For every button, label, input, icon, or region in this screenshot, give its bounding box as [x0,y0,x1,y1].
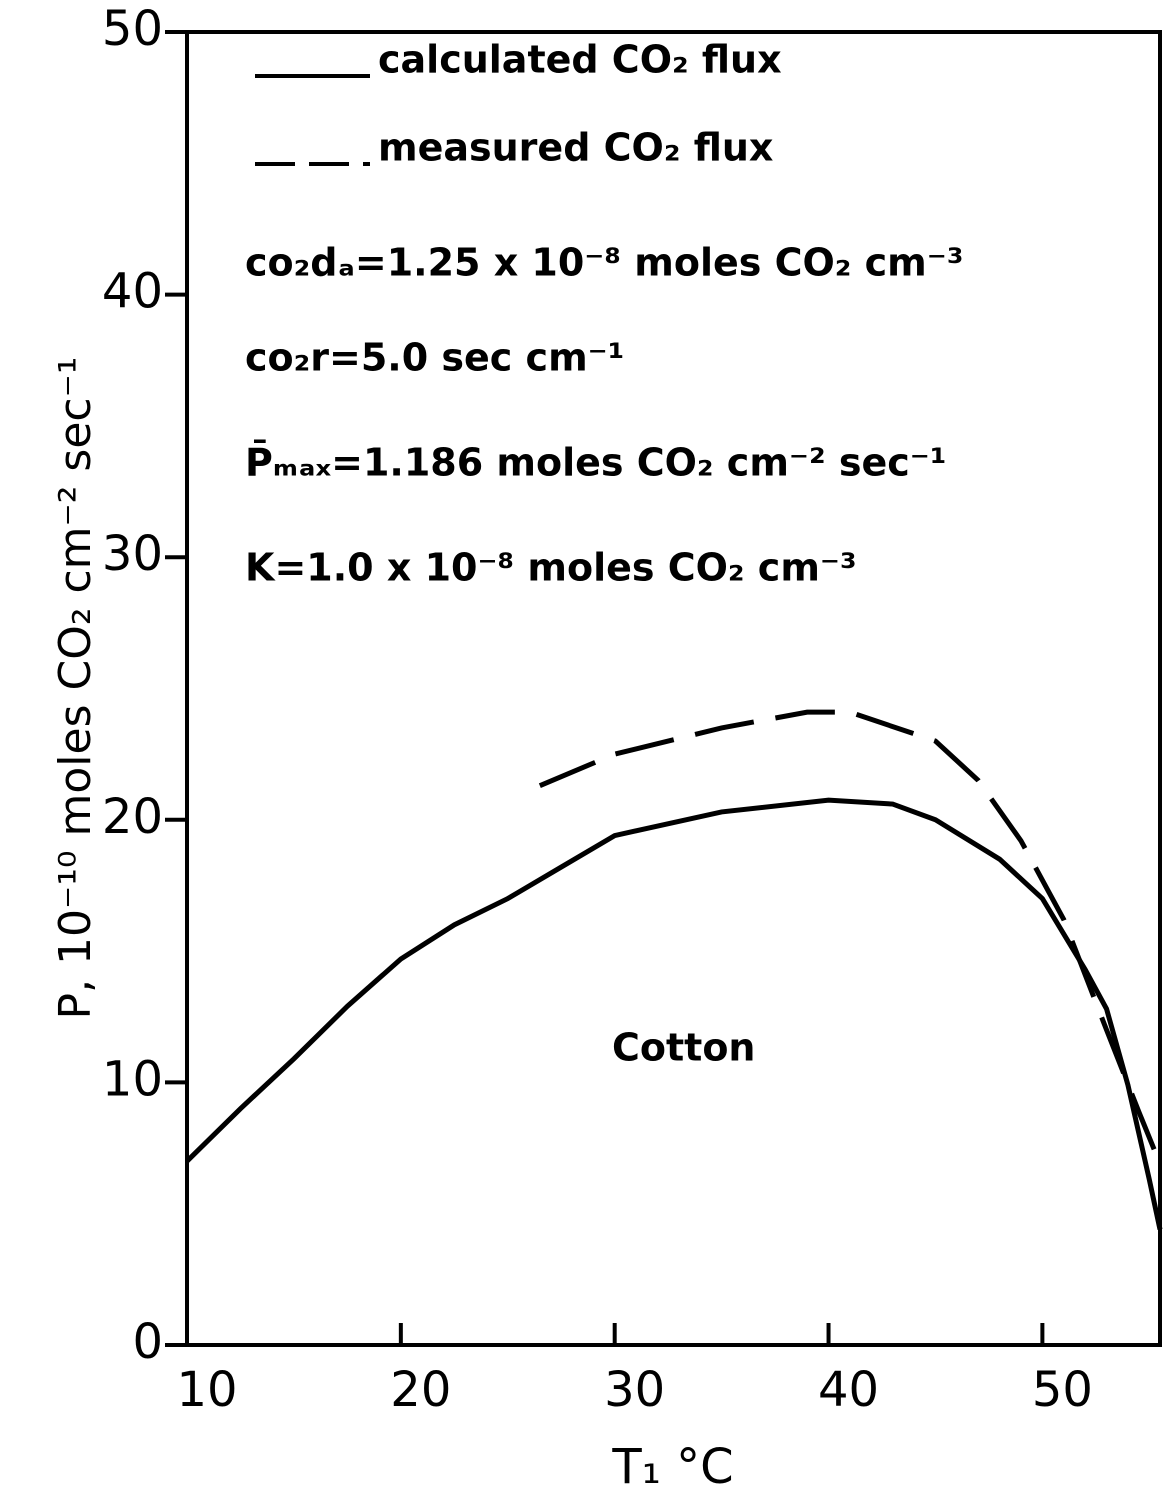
x-tick-label: 50 [1032,1362,1093,1418]
x-axis-label: T₁ °C [611,1439,733,1495]
y-axis-label: P, 10⁻¹⁰ moles CO₂ cm⁻² sec⁻¹ [50,357,101,1020]
plot-frame [185,30,1162,1347]
y-tick-label: 10 [102,1051,163,1107]
annotation: Cotton [612,1026,755,1070]
data-line [538,709,1163,1165]
annotation: co₂r=5.0 sec cm⁻¹ [245,336,624,380]
legend-label: calculated CO₂ flux [378,38,782,82]
x-tick-label: 30 [604,1362,665,1418]
data-line [185,797,1163,1230]
annotation: P̄ₘₐₓ=1.186 moles CO₂ cm⁻² sec⁻¹ [245,440,946,485]
x-tick-label: 40 [818,1362,879,1418]
legend-label: measured CO₂ flux [378,126,773,170]
y-tick-label: 50 [102,1,163,57]
annotation: K=1.0 x 10⁻⁸ moles CO₂ cm⁻³ [245,546,857,590]
x-tick-label: 10 [176,1362,237,1418]
x-tick-label: 20 [390,1362,451,1418]
annotation: co₂dₐ=1.25 x 10⁻⁸ moles CO₂ cm⁻³ [245,241,963,285]
y-tick-label: 30 [102,526,163,582]
y-tick-label: 20 [102,789,163,845]
y-tick-label: 0 [132,1314,163,1370]
y-tick-label: 40 [102,264,163,320]
